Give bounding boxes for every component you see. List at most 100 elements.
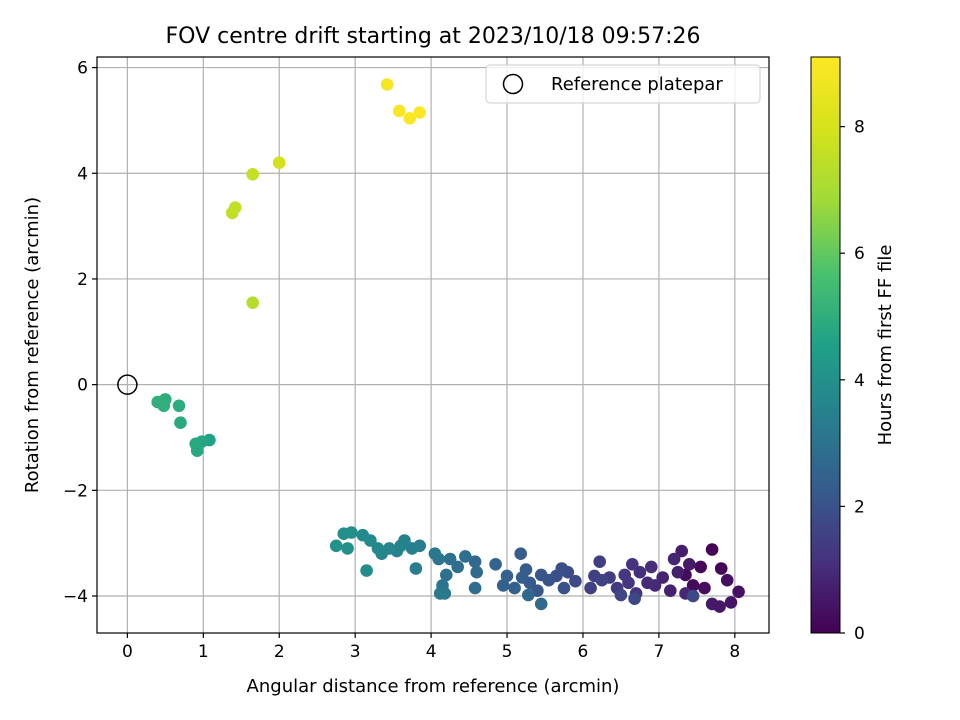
data-point: [403, 112, 417, 125]
data-point: [522, 588, 535, 602]
data-point: [360, 564, 373, 577]
data-point: [720, 573, 734, 587]
x-tick-label: 8: [729, 642, 740, 662]
data-point: [686, 579, 700, 592]
data-point: [534, 568, 548, 582]
data-point: [675, 544, 688, 558]
colorbar-gradient: [810, 56, 841, 634]
x-tick-label: 6: [578, 642, 589, 662]
data-point: [641, 576, 654, 590]
data-point: [392, 104, 406, 118]
data-point: [172, 399, 186, 413]
data-point: [628, 592, 641, 605]
data-point: [534, 597, 548, 611]
x-tick-label: 1: [198, 642, 209, 662]
data-point: [694, 560, 707, 574]
data-point: [714, 562, 728, 575]
data-points: [151, 78, 745, 613]
y-tick-label: 4: [77, 164, 88, 184]
data-point: [732, 585, 745, 599]
x-tick-label: 7: [653, 642, 664, 662]
data-point: [557, 581, 571, 595]
data-point: [515, 571, 529, 584]
reference-point: [117, 374, 138, 395]
data-point: [440, 568, 453, 582]
data-point: [451, 560, 465, 574]
data-point: [724, 596, 738, 609]
data-point: [569, 574, 582, 588]
data-point: [413, 106, 427, 119]
data-point: [405, 542, 419, 555]
data-point: [698, 581, 711, 595]
legend-marker: [502, 73, 524, 95]
data-point: [189, 437, 202, 451]
x-tick-label: 2: [274, 642, 285, 662]
colorbar-tick-label: 0: [854, 624, 865, 644]
plot-frame: [96, 56, 770, 634]
data-point: [468, 555, 482, 568]
legend-label: Reference platepar: [551, 74, 723, 95]
data-point: [246, 296, 259, 310]
data-point: [409, 562, 423, 575]
data-point: [380, 78, 394, 91]
data-point: [584, 581, 597, 595]
colorbar: 0 2 4 6 8 Hours from first FF file: [810, 56, 896, 644]
data-point: [337, 527, 351, 540]
data-point: [656, 571, 669, 584]
data-point: [664, 584, 677, 597]
data-point: [371, 542, 385, 555]
data-point: [671, 565, 685, 579]
data-point: [496, 579, 510, 592]
data-point: [428, 547, 442, 560]
data-point: [705, 597, 719, 611]
reference-marker: [117, 374, 138, 395]
data-point: [614, 588, 628, 602]
data-point: [593, 555, 606, 568]
x-axis-ticks: 0 1 2 3 4 5 6 7 8: [122, 633, 740, 662]
x-tick-label: 4: [426, 642, 437, 662]
colorbar-tick-label: 6: [854, 244, 865, 264]
data-point: [626, 558, 639, 571]
data-point: [228, 201, 242, 214]
y-axis-ticks: −4 −2 0 2 4 6: [63, 59, 97, 607]
colorbar-label: Hours from first FF file: [875, 245, 896, 446]
data-point: [151, 395, 164, 409]
x-tick-label: 0: [122, 642, 133, 662]
x-axis-label: Angular distance from reference (arcmin): [247, 676, 620, 697]
data-point: [508, 581, 521, 595]
legend: Reference platepar: [485, 64, 761, 104]
data-point: [667, 552, 681, 566]
data-point: [246, 168, 259, 181]
data-point: [705, 543, 719, 556]
data-point: [489, 558, 502, 571]
data-point: [633, 565, 647, 579]
grid-lines: [97, 57, 769, 633]
x-tick-label: 5: [502, 642, 513, 662]
colorbar-ticks: 0 2 4 6 8: [840, 118, 865, 644]
data-point: [272, 156, 286, 169]
data-point: [341, 542, 354, 555]
x-tick-label: 3: [350, 642, 361, 662]
data-point: [645, 560, 658, 574]
y-tick-label: 6: [77, 59, 88, 79]
y-tick-label: −2: [63, 481, 88, 501]
colorbar-tick-label: 2: [854, 497, 865, 517]
chart-title: FOV centre drift starting at 2023/10/18 …: [166, 24, 701, 49]
data-point: [329, 539, 343, 553]
data-point: [443, 552, 457, 566]
colorbar-tick-label: 8: [854, 118, 865, 138]
data-point: [500, 569, 514, 583]
y-tick-label: 0: [77, 376, 88, 396]
y-tick-label: −4: [63, 587, 88, 607]
data-point: [470, 565, 484, 579]
data-point: [595, 573, 609, 587]
data-point: [686, 589, 700, 603]
data-point: [356, 528, 370, 542]
colorbar-tick-label: 4: [854, 371, 865, 391]
y-tick-label: 2: [77, 270, 88, 290]
data-point: [468, 581, 482, 595]
data-point: [174, 416, 187, 430]
data-point: [618, 568, 631, 582]
data-point: [514, 547, 527, 560]
